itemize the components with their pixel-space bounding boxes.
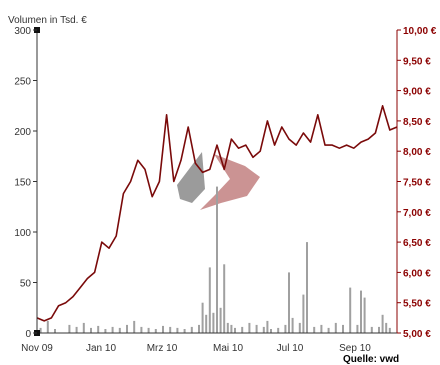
volume-bar — [147, 327, 150, 333]
right-tick-label: 5,00 € — [403, 329, 431, 340]
volume-bar — [46, 320, 49, 333]
volume-series — [39, 186, 391, 334]
volume-bar — [169, 326, 172, 333]
right-tick-label: 6,00 € — [403, 268, 431, 279]
volume-bar — [154, 329, 157, 333]
left-tick-label: 0 — [25, 329, 31, 340]
volume-bar — [183, 329, 186, 333]
volume-bar — [360, 290, 362, 333]
volume-bar — [349, 287, 352, 333]
volume-bar — [234, 327, 236, 333]
volume-bar — [82, 322, 85, 333]
right-tick-label: 9,50 € — [403, 56, 431, 67]
left-tick-label: 150 — [14, 178, 31, 189]
right-tick-label: 5,50 € — [403, 299, 431, 310]
volume-bar — [201, 302, 204, 333]
volume-bar — [205, 314, 208, 333]
volume-bar — [126, 324, 128, 333]
volume-bar — [370, 326, 373, 333]
volume-bar — [385, 322, 388, 333]
volume-bar — [334, 322, 337, 333]
volume-bar — [212, 312, 215, 333]
volume-bar — [248, 322, 251, 333]
left-tick-label: 300 — [14, 26, 31, 37]
left-tick-label: 250 — [14, 77, 31, 88]
volume-bar — [90, 327, 92, 333]
volume-bar — [140, 326, 143, 333]
volume-bar — [363, 297, 366, 333]
x-tick-label: Jan 10 — [86, 343, 116, 354]
right-tick-label: 8,00 € — [403, 147, 431, 158]
volume-bar — [381, 314, 384, 333]
volume-bar — [39, 327, 42, 333]
volume-bar — [198, 324, 200, 333]
x-tick-label: Mai 10 — [213, 343, 243, 354]
volume-bar — [388, 327, 391, 333]
volume-bar — [54, 329, 56, 333]
volume-bar — [208, 267, 211, 333]
right-axis-ticks: 5,00 € 5,50 € 6,00 € 6,50 € 7,00 € 7,50 € 8,00… — [397, 26, 437, 340]
volume-bar — [313, 326, 316, 333]
x-tick-label: Mrz 10 — [147, 343, 178, 354]
x-tick-label: Jul 10 — [277, 343, 304, 354]
volume-bar — [302, 294, 305, 333]
left-tick-label: 200 — [14, 127, 31, 138]
volume-bar — [255, 324, 258, 333]
x-tick-label: Nov 09 — [21, 343, 53, 354]
volume-bar — [226, 322, 229, 333]
x-axis-ticks: Nov 09 Jan 10 Mrz 10 Mai 10 Jul 10 Sep 10 — [21, 343, 371, 354]
volume-bar — [277, 327, 280, 333]
right-tick-label: 10,00 € — [403, 26, 437, 37]
volume-bar — [378, 326, 380, 333]
watermark-logo — [177, 152, 260, 210]
volume-bar — [230, 324, 233, 333]
volume-bar — [356, 324, 359, 333]
left-axis-ticks: 0 50 100 150 200 250 300 — [14, 26, 37, 340]
source-label: Quelle: vwd — [343, 354, 399, 365]
right-tick-label: 8,50 € — [403, 117, 431, 128]
x-tick-label: Sep 10 — [339, 343, 371, 354]
price-series-line — [36, 105, 398, 322]
volume-bar — [291, 317, 294, 333]
left-tick-label: 50 — [20, 279, 32, 290]
volume-bar — [97, 325, 100, 333]
volume-bar — [298, 322, 301, 333]
volume-bar — [223, 264, 226, 333]
volume-bar — [241, 326, 244, 333]
volume-bar — [327, 327, 330, 333]
volume-bar — [118, 327, 121, 333]
volume-bar — [104, 329, 107, 333]
right-tick-label: 6,50 € — [403, 238, 431, 249]
right-tick-label: 9,00 € — [403, 87, 431, 98]
volume-bar — [176, 327, 179, 333]
volume-bar — [133, 320, 136, 333]
volume-bar — [262, 326, 265, 333]
volume-bar — [342, 324, 344, 333]
chart-title: Volumen in Tsd. € — [8, 15, 87, 26]
volume-bar — [68, 324, 71, 333]
volume-bar — [306, 242, 308, 333]
volume-bar — [190, 326, 193, 333]
left-tick-label: 100 — [14, 228, 31, 239]
volume-bar — [288, 272, 290, 333]
volume-bar — [162, 325, 164, 333]
volume-bar — [266, 320, 269, 333]
volume-bar — [284, 324, 287, 333]
volume-bar — [216, 186, 218, 333]
right-tick-label: 7,00 € — [403, 208, 431, 219]
volume-bar — [219, 307, 222, 334]
volume-bar — [320, 324, 323, 333]
right-tick-label: 7,50 € — [403, 178, 431, 189]
volume-bar — [111, 326, 114, 333]
volume-bar — [270, 329, 272, 333]
volume-bar — [75, 326, 78, 333]
